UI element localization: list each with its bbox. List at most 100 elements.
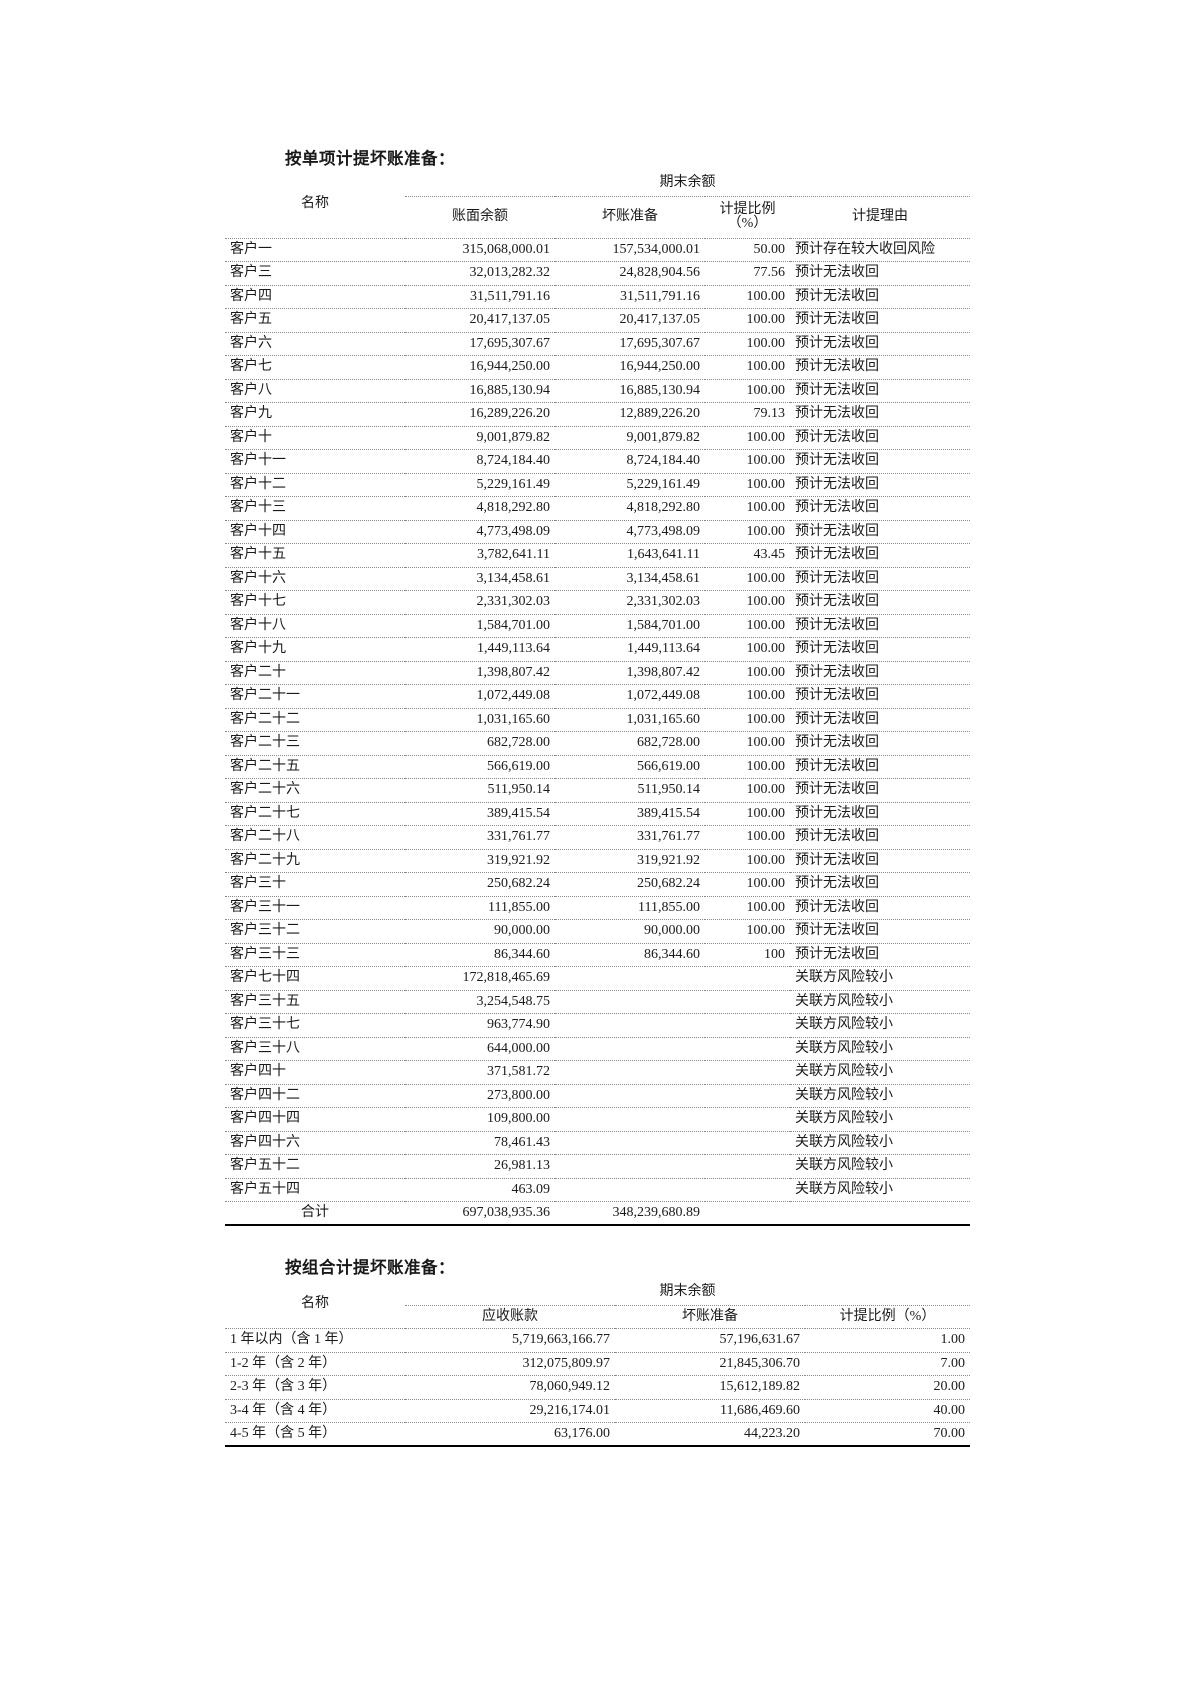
cell-bad-debt (555, 990, 705, 1014)
total-bad-debt: 348,239,680.89 (555, 1201, 705, 1226)
cell-customer-name: 客户十七 (225, 590, 405, 615)
cell-ratio: 100.00 (705, 332, 790, 356)
cell-reason: 预计无法收回 (790, 614, 970, 638)
cell-bad-debt (555, 1131, 705, 1155)
table-row: 客户三十一 111,855.00 111,855.00 100.00 预计无法收回 (225, 896, 970, 920)
cell-bad-debt: 157,534,000.01 (555, 238, 705, 262)
cell-customer-name: 客户七十四 (225, 966, 405, 991)
group-header-cell-name: 名称 (225, 1280, 405, 1329)
cell-customer-name: 客户八 (225, 379, 405, 403)
single-item-section-title: 按单项计提坏账准备： (285, 149, 455, 168)
cell-customer-name: 客户二十六 (225, 778, 405, 803)
cell-book-balance: 3,254,548.75 (405, 990, 555, 1014)
cell-ratio: 100.00 (705, 614, 790, 638)
cell-book-balance: 111,855.00 (405, 896, 555, 920)
cell-customer-name: 客户七 (225, 355, 405, 380)
cell-customer-name: 客户十六 (225, 567, 405, 591)
cell-ratio (705, 1107, 790, 1132)
cell-bad-debt: 111,855.00 (555, 896, 705, 920)
cell-bad-debt: 1,584,701.00 (555, 614, 705, 638)
cell-receivable: 29,216,174.01 (405, 1399, 615, 1423)
cell-reason: 预计无法收回 (790, 896, 970, 920)
cell-customer-name: 客户二十八 (225, 825, 405, 850)
cell-ratio (705, 1013, 790, 1038)
cell-ratio: 100 (705, 943, 790, 967)
cell-ratio (705, 990, 790, 1014)
cell-bad-debt: 8,724,184.40 (555, 449, 705, 474)
cell-customer-name: 客户二十三 (225, 731, 405, 756)
cell-bad-debt: 20,417,137.05 (555, 308, 705, 333)
cell-reason: 预计无法收回 (790, 849, 970, 873)
table-row: 客户二十八 331,761.77 331,761.77 100.00 预计无法收回 (225, 825, 970, 850)
cell-aging-bucket: 1-2 年（含 2 年） (225, 1352, 405, 1376)
group-header-cell-ratio: 计提比例（%） (805, 1305, 970, 1329)
cell-book-balance: 463.09 (405, 1178, 555, 1202)
table-row: 客户十六 3,134,458.61 3,134,458.61 100.00 预计无法收回 (225, 567, 970, 591)
cell-ratio: 100.00 (705, 755, 790, 779)
cell-customer-name: 客户四十四 (225, 1107, 405, 1132)
cell-reason: 预计无法收回 (790, 943, 970, 967)
total-ratio (705, 1201, 790, 1226)
cell-customer-name: 客户三十二 (225, 919, 405, 944)
cell-ratio: 100.00 (705, 708, 790, 732)
cell-reason: 预计无法收回 (790, 543, 970, 568)
cell-ratio (705, 1060, 790, 1085)
table-row: 客户五 20,417,137.05 20,417,137.05 100.00 预计无法收… (225, 308, 970, 333)
cell-bad-debt: 86,344.60 (555, 943, 705, 967)
cell-aging-bucket: 1 年以内（含 1 年） (225, 1328, 405, 1353)
table-row: 客户三十五 3,254,548.75 关联方风险较小 (225, 990, 970, 1014)
cell-bad-debt: 1,643,641.11 (555, 543, 705, 568)
cell-bad-debt: 31,511,791.16 (555, 285, 705, 309)
cell-book-balance: 963,774.90 (405, 1013, 555, 1038)
cell-book-balance: 315,068,000.01 (405, 238, 555, 262)
cell-book-balance: 1,072,449.08 (405, 684, 555, 709)
cell-ratio: 100.00 (705, 802, 790, 826)
cell-customer-name: 客户三十八 (225, 1037, 405, 1061)
cell-book-balance: 5,229,161.49 (405, 473, 555, 497)
cell-reason: 预计无法收回 (790, 708, 970, 732)
table-row: 客户十五 3,782,641.11 1,643,641.11 43.45 预计无法收回 (225, 543, 970, 568)
cell-bad-debt: 12,889,226.20 (555, 402, 705, 427)
cell-bad-debt: 4,818,292.80 (555, 496, 705, 521)
cell-bad-debt: 44,223.20 (615, 1422, 805, 1447)
table-row: 客户十九 1,449,113.64 1,449,113.64 100.00 预计无法收回 (225, 637, 970, 662)
table-row: 客户十七 2,331,302.03 2,331,302.03 100.00 预计无法收回 (225, 590, 970, 615)
group-header-row-bottom: 应收账款 坏账准备 计提比例（%） (225, 1305, 970, 1329)
cell-book-balance: 1,584,701.00 (405, 614, 555, 638)
cell-customer-name: 客户十三 (225, 496, 405, 521)
table-row: 客户三十二 90,000.00 90,000.00 100.00 预计无法收回 (225, 919, 970, 944)
cell-customer-name: 客户十二 (225, 473, 405, 497)
cell-reason: 预计无法收回 (790, 684, 970, 709)
cell-bad-debt (555, 1060, 705, 1085)
table-row: 客户二十五 566,619.00 566,619.00 100.00 预计无法收回 (225, 755, 970, 779)
table-row: 客户四十四 109,800.00 关联方风险较小 (225, 1107, 970, 1132)
cell-book-balance: 3,782,641.11 (405, 543, 555, 568)
cell-reason: 预计无法收回 (790, 426, 970, 450)
cell-ratio: 100.00 (705, 379, 790, 403)
cell-bad-debt: 566,619.00 (555, 755, 705, 779)
cell-reason: 预计无法收回 (790, 379, 970, 403)
cell-book-balance: 511,950.14 (405, 778, 555, 803)
cell-ratio: 100.00 (705, 308, 790, 333)
cell-customer-name: 客户二十七 (225, 802, 405, 826)
table-row: 客户四十二 273,800.00 关联方风险较小 (225, 1084, 970, 1108)
cell-book-balance: 1,449,113.64 (405, 637, 555, 662)
group-header-cell-bad-debt: 坏账准备 (615, 1305, 805, 1329)
cell-book-balance: 26,981.13 (405, 1154, 555, 1179)
cell-ratio (705, 1037, 790, 1061)
total-book-balance: 697,038,935.36 (405, 1201, 555, 1226)
cell-customer-name: 客户五十四 (225, 1178, 405, 1202)
cell-ratio: 77.56 (705, 261, 790, 286)
cell-reason: 关联方风险较小 (790, 1037, 970, 1061)
table-row: 客户五十四 463.09 关联方风险较小 (225, 1178, 970, 1202)
cell-reason: 预计无法收回 (790, 661, 970, 685)
table-row: 客户四 31,511,791.16 31,511,791.16 100.00 预计无法收… (225, 285, 970, 309)
cell-customer-name: 客户九 (225, 402, 405, 427)
table-head: 名称 期末余额 账面余额 坏账准备 计提比例 （%） 计提理由 (225, 171, 970, 239)
table-row: 客户三十三 86,344.60 86,344.60 100 预计无法收回 (225, 943, 970, 967)
cell-book-balance: 16,885,130.94 (405, 379, 555, 403)
cell-book-balance: 20,417,137.05 (405, 308, 555, 333)
cell-book-balance: 2,331,302.03 (405, 590, 555, 615)
cell-ratio: 50.00 (705, 238, 790, 262)
cell-ratio: 100.00 (705, 684, 790, 709)
